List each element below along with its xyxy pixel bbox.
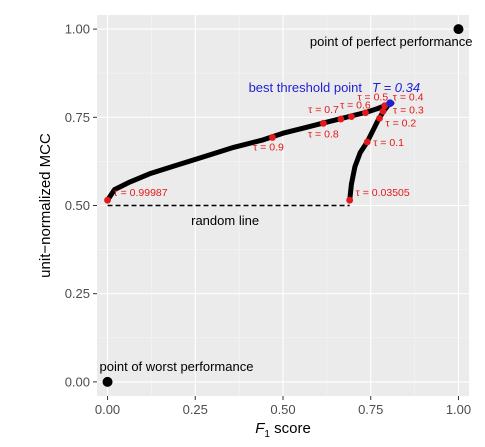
- threshold-label: τ = 0.7: [308, 104, 339, 116]
- y-tick-label: 1.00: [65, 22, 90, 37]
- x-axis-title-sub: 1: [264, 429, 270, 440]
- random-line-layer: random line: [107, 204, 350, 228]
- threshold-point: [362, 109, 369, 117]
- threshold-point: [337, 115, 345, 123]
- threshold-point: [104, 196, 111, 204]
- threshold-label: τ = 0.2: [386, 117, 417, 129]
- random-line-label: random line: [191, 213, 259, 228]
- worst-point-label: point of worst performance: [100, 359, 254, 374]
- threshold-label: τ = 0.9: [253, 141, 284, 153]
- best-threshold-label: best threshold point: [249, 80, 363, 95]
- threshold-label: τ = 0.99987: [114, 187, 168, 199]
- threshold-point: [379, 107, 387, 115]
- perfect-point-label: point of perfect performance: [310, 34, 473, 49]
- threshold-label: τ = 0.5: [357, 92, 388, 104]
- threshold-label: τ = 0.4: [393, 92, 424, 104]
- threshold-point: [348, 113, 355, 120]
- y-tick-label: 0.00: [65, 374, 90, 389]
- y-tick-label: 0.25: [65, 286, 90, 301]
- x-axis-title-main: F: [255, 420, 265, 437]
- axes-layer: 0.00 0.25 0.50 0.75 1.00 0.00 0.25 0.50 0.75 1.00…: [37, 22, 471, 440]
- threshold-point: [363, 138, 371, 146]
- best-threshold-point: [386, 99, 394, 107]
- x-tick-label: 0.25: [183, 402, 208, 417]
- perfect-point: [453, 24, 464, 35]
- threshold-label: τ = 0.03505: [356, 187, 410, 199]
- x-axis-title: F1 score: [255, 420, 311, 440]
- threshold-point: [269, 134, 276, 141]
- threshold-point: [376, 114, 383, 122]
- worst-point: [102, 376, 113, 387]
- threshold-point: [346, 196, 354, 204]
- x-tick-label: 1.00: [446, 402, 471, 417]
- points-layer: [102, 24, 464, 387]
- threshold-label: τ = 0.6: [340, 100, 371, 112]
- x-tick-label: 0.75: [358, 402, 383, 417]
- y-axis-title: unit−normalized MCC: [37, 133, 54, 278]
- curve-upper: [105, 100, 395, 203]
- x-tick-label: 0.50: [270, 402, 295, 417]
- x-tick-label: 0.00: [95, 402, 120, 417]
- threshold-label: τ = 0.3: [393, 104, 424, 116]
- threshold-point: [319, 119, 327, 127]
- threshold-label: τ = 0.8: [308, 128, 339, 140]
- y-tick-label: 0.75: [65, 110, 90, 125]
- best-threshold-value: T = 0.34: [372, 80, 420, 95]
- y-tick-label: 0.50: [65, 198, 90, 213]
- x-axis-title-suffix: score: [270, 420, 311, 437]
- threshold-label: τ = 0.1: [373, 137, 404, 149]
